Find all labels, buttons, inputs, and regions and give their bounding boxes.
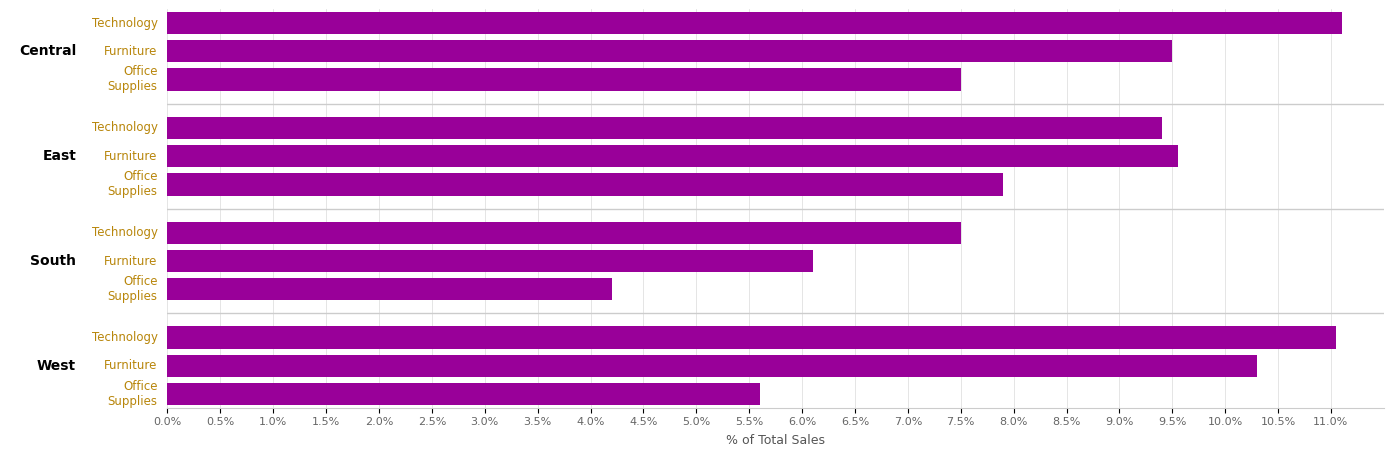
Text: Technology: Technology	[92, 331, 158, 344]
Text: Furniture: Furniture	[105, 255, 158, 267]
Text: Office
Supplies: Office Supplies	[107, 380, 158, 408]
Text: South: South	[31, 254, 77, 268]
Bar	[167, 68, 961, 91]
Bar	[167, 278, 611, 301]
Bar	[167, 40, 1172, 63]
Text: Furniture: Furniture	[105, 359, 158, 373]
Text: West: West	[38, 359, 77, 373]
Bar	[167, 117, 1162, 139]
Bar	[167, 383, 760, 405]
X-axis label: % of Total Sales: % of Total Sales	[727, 434, 824, 447]
Text: Central: Central	[20, 44, 77, 58]
Text: Furniture: Furniture	[105, 45, 158, 58]
Text: Technology: Technology	[92, 121, 158, 135]
Text: Office
Supplies: Office Supplies	[107, 275, 158, 303]
Bar	[167, 221, 961, 244]
Bar	[167, 173, 1003, 196]
Bar	[167, 250, 813, 272]
Bar	[167, 12, 1342, 34]
Bar	[167, 355, 1257, 377]
Text: Technology: Technology	[92, 226, 158, 239]
Text: Office
Supplies: Office Supplies	[107, 170, 158, 198]
Text: Technology: Technology	[92, 17, 158, 29]
Bar	[167, 145, 1177, 167]
Bar	[167, 327, 1336, 349]
Text: Furniture: Furniture	[105, 150, 158, 163]
Text: East: East	[42, 149, 77, 163]
Text: Office
Supplies: Office Supplies	[107, 65, 158, 93]
